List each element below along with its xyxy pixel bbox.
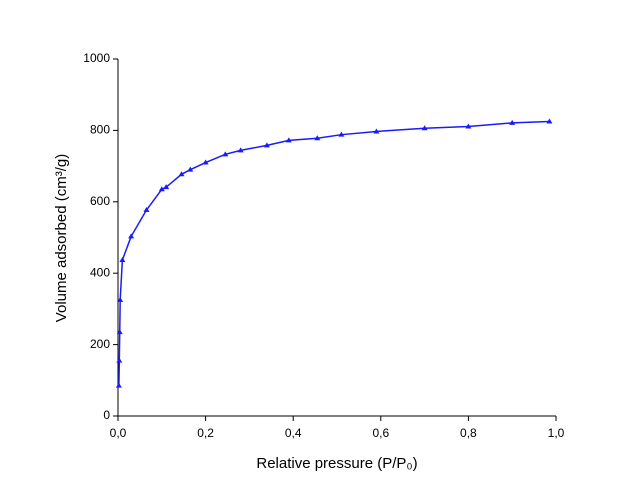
data-point: [119, 256, 126, 262]
data-point: [115, 382, 122, 388]
x-tick-label: 0,2: [197, 426, 214, 440]
data-point: [237, 147, 244, 153]
x-tick-label: 0,0: [110, 426, 127, 440]
y-tick-label: 1000: [83, 51, 110, 65]
data-point: [128, 233, 135, 239]
y-tick-label: 0: [103, 408, 110, 422]
data-point: [158, 186, 165, 192]
data-point: [187, 166, 194, 172]
y-tick-label: 200: [90, 337, 110, 351]
data-point: [116, 329, 123, 335]
x-tick-label: 0,4: [285, 426, 302, 440]
data-point: [314, 135, 321, 141]
data-point: [116, 357, 123, 363]
y-tick-label: 800: [90, 123, 110, 137]
y-tick-label: 600: [90, 194, 110, 208]
data-point: [338, 131, 345, 137]
x-axis-title: Relative pressure (P/P₀): [256, 455, 417, 472]
data-point: [163, 184, 170, 190]
data-point: [143, 207, 150, 213]
data-point: [202, 159, 209, 165]
data-point: [263, 142, 270, 148]
data-point: [178, 171, 185, 177]
data-point: [546, 118, 553, 124]
data-point: [421, 125, 428, 131]
data-point: [117, 296, 124, 302]
series-line: [118, 120, 550, 386]
data-point: [373, 128, 380, 134]
data-point: [465, 123, 472, 129]
y-tick-label: 400: [90, 265, 110, 279]
x-tick-label: 1,0: [548, 426, 565, 440]
data-point: [285, 137, 292, 143]
x-tick-label: 0,6: [372, 426, 389, 440]
x-tick-label: 0,8: [460, 426, 477, 440]
y-axis-title: Volume adsorbed (cm³/g): [53, 154, 70, 322]
data-point: [509, 119, 516, 125]
data-point: [222, 151, 229, 157]
